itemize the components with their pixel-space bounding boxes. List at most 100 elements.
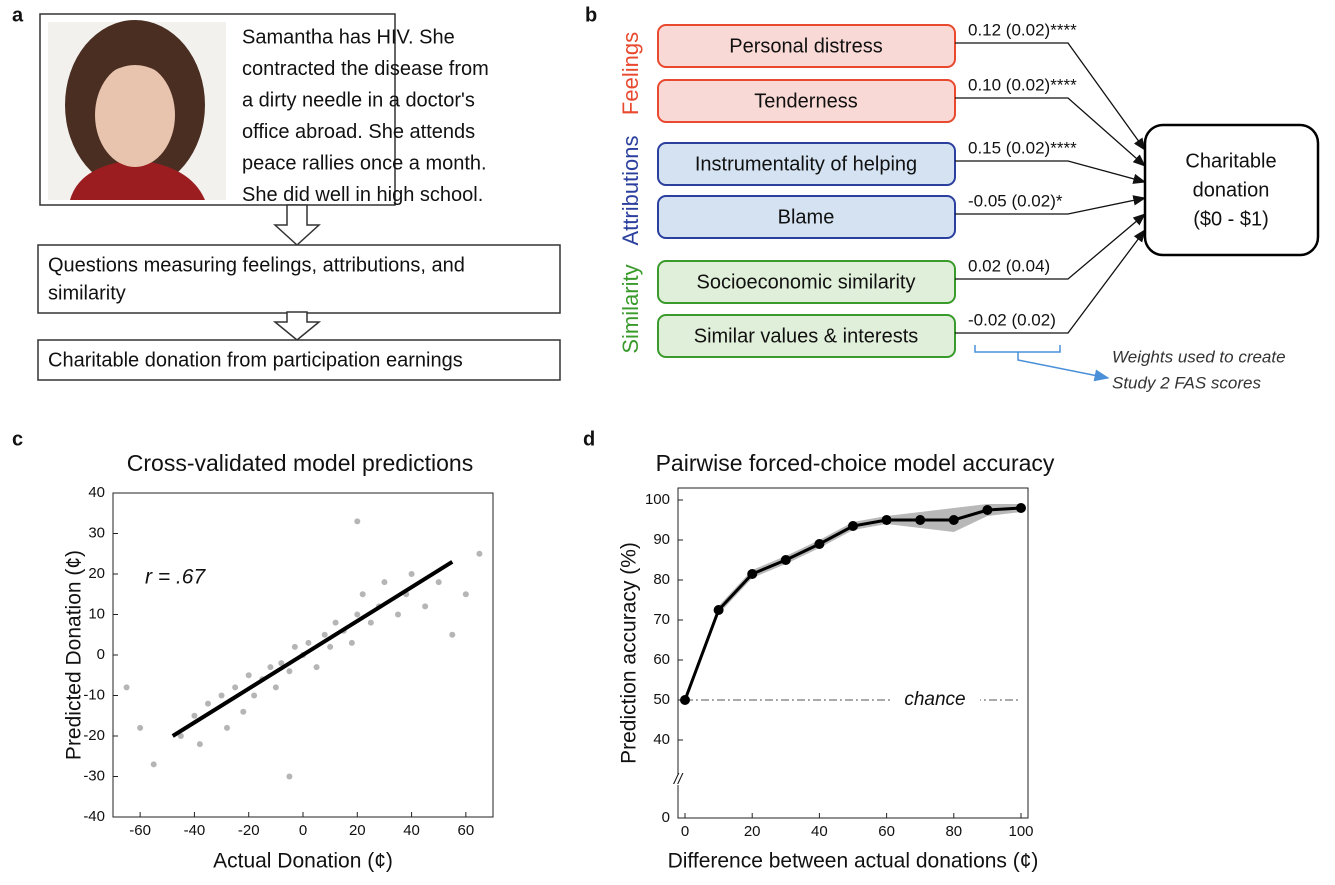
panel-letter: a xyxy=(12,4,24,26)
y-tick-label: 90 xyxy=(653,531,670,548)
panel-letter: c xyxy=(12,428,23,450)
axis-break: // xyxy=(673,771,684,788)
coefficient: 0.10 (0.02)**** xyxy=(968,75,1077,94)
predictor-node xyxy=(657,260,956,304)
y-tick-label: 0 xyxy=(97,646,105,663)
line xyxy=(683,506,1022,701)
coefficient: -0.05 (0.02)* xyxy=(968,191,1063,210)
x-tick-label: 100 xyxy=(1008,823,1033,840)
predictor-node xyxy=(657,314,956,358)
x-tick-label: 60 xyxy=(878,823,895,840)
marker xyxy=(881,515,892,525)
point xyxy=(462,591,469,598)
point xyxy=(245,672,252,679)
edge xyxy=(955,97,1146,167)
point xyxy=(476,550,483,557)
point xyxy=(408,571,415,577)
group-label: Attributions xyxy=(618,135,643,245)
x-tick-label: 80 xyxy=(945,823,962,840)
point xyxy=(251,692,258,699)
note-line: Study 2 FAS scores xyxy=(1112,373,1261,392)
predictor-label: Tenderness xyxy=(754,90,857,112)
y-tick-label: 20 xyxy=(88,565,105,582)
predictor-node xyxy=(657,142,956,186)
point xyxy=(321,631,328,638)
outcome-line: Charitable xyxy=(1185,150,1276,172)
point xyxy=(218,692,225,699)
questions-box xyxy=(37,244,561,314)
outcome-node xyxy=(1143,123,1320,257)
chance-label: chance xyxy=(904,689,965,710)
y-axis-label: Prediction accuracy (%) xyxy=(618,542,641,764)
marker xyxy=(680,695,690,705)
coefficient: -0.02 (0.02) xyxy=(968,310,1056,329)
vignette-line: Samantha has HIV. She xyxy=(242,26,455,48)
panel-letter: d xyxy=(583,428,595,450)
marker xyxy=(780,555,791,565)
edge xyxy=(955,160,1147,184)
edge xyxy=(955,213,1146,280)
point xyxy=(196,741,203,748)
y-tick-label: 40 xyxy=(653,731,670,748)
x-tick-label: 20 xyxy=(744,823,761,840)
point xyxy=(291,643,298,650)
point xyxy=(205,700,211,707)
point xyxy=(359,591,366,598)
vignette-line: office abroad. She attends xyxy=(242,121,475,143)
coefficient: 0.02 (0.04) xyxy=(968,256,1050,275)
y-tick-label: -40 xyxy=(83,808,105,825)
point xyxy=(395,611,401,618)
chance-bg xyxy=(890,688,980,712)
point xyxy=(272,684,279,691)
chart-title: Cross-validated model predictions xyxy=(127,450,473,476)
vignette-line: peace rallies once a month. xyxy=(242,152,487,174)
point xyxy=(224,724,230,731)
y-tick-label: -20 xyxy=(83,727,105,744)
x-axis-label: Actual Donation (¢) xyxy=(213,850,393,873)
point xyxy=(232,684,239,691)
y-tick-label: 0 xyxy=(662,809,670,826)
x-tick-label: 60 xyxy=(458,822,475,839)
predictor-node xyxy=(657,79,956,123)
marker xyxy=(713,605,724,615)
point xyxy=(327,643,334,650)
x-tick-label: 0 xyxy=(681,823,689,840)
questions-line: Questions measuring feelings, attributio… xyxy=(48,254,465,276)
outcome-line: ($0 - $1) xyxy=(1193,208,1269,230)
note-line: Weights used to create xyxy=(1112,347,1286,366)
point xyxy=(449,631,456,638)
point xyxy=(422,603,429,610)
arrow xyxy=(272,311,322,341)
y-tick-label: 50 xyxy=(653,691,670,708)
marker xyxy=(814,539,825,549)
marker xyxy=(848,521,858,531)
group-label: Similarity xyxy=(618,264,643,353)
outcome-text: Charitable donation from participation e… xyxy=(48,349,463,371)
point xyxy=(278,660,285,667)
outcome-box xyxy=(37,339,561,381)
point xyxy=(305,639,312,646)
break-gap xyxy=(674,775,682,785)
y-tick-label: 80 xyxy=(653,571,670,588)
point xyxy=(381,579,388,586)
coefficient: 0.12 (0.02)**** xyxy=(968,20,1077,39)
edge xyxy=(955,228,1146,334)
point xyxy=(240,708,247,715)
plot-frame xyxy=(677,487,1029,819)
y-tick-label: 10 xyxy=(88,605,105,622)
predictor-node xyxy=(657,195,956,239)
x-tick-label: 40 xyxy=(811,823,828,840)
edge xyxy=(955,195,1147,215)
point xyxy=(367,619,374,626)
point xyxy=(354,518,361,525)
predictor-label: Personal distress xyxy=(729,35,882,57)
vignette-line: She did well in high school. xyxy=(242,184,483,206)
annotation: r = .67 xyxy=(145,566,206,589)
vignette-line: contracted the disease from xyxy=(242,58,489,80)
predictor-label: Instrumentality of helping xyxy=(695,153,917,175)
predictor-label: Similar values & interests xyxy=(694,325,919,347)
predictor-label: Blame xyxy=(778,206,835,228)
y-tick-label: -10 xyxy=(83,686,105,703)
predictor-node xyxy=(657,24,956,68)
